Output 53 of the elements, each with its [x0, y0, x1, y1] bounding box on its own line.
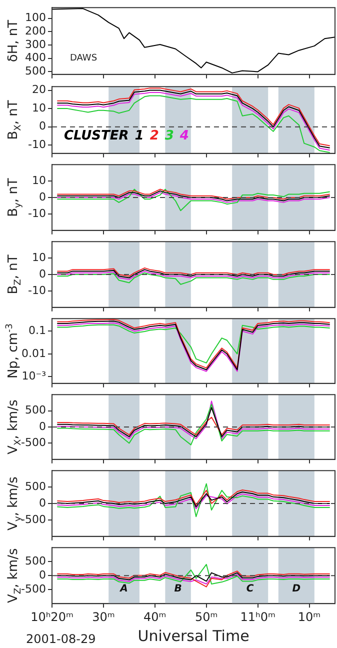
y-axis-title: Np, cm-3	[4, 323, 21, 379]
x-tick-label: 30ᵐ	[92, 610, 115, 624]
y-axis-title: By, nT	[6, 178, 24, 217]
y-axis-title: Vy, km/s	[6, 476, 24, 530]
text: 1	[134, 128, 144, 144]
y-tick-label: 0	[39, 568, 46, 582]
y-tick-label: -10	[28, 138, 46, 152]
x-tick-label: 50ᵐ	[194, 610, 218, 624]
y-tick-label: 0.01	[22, 346, 46, 360]
y-tick-label: 400	[25, 51, 46, 64]
y-tick-label: 0	[39, 267, 46, 280]
band-label: C	[246, 584, 254, 595]
y-tick-label: 0	[39, 496, 46, 510]
y-tick-label: -500	[21, 512, 46, 526]
y-axis-title: δH, nT	[6, 20, 21, 62]
annotation: DAWS	[70, 53, 98, 64]
x-tick-label: 10ᵐ	[298, 610, 321, 624]
text: 2001-08-29	[26, 632, 96, 646]
y-tick-label: 10	[32, 101, 46, 114]
x-axis-title: Universal Time	[138, 626, 250, 645]
y-tick-label: 500	[25, 480, 46, 493]
y-tick-label: 0	[39, 190, 46, 204]
y-tick-label: -10	[28, 206, 46, 220]
band-label: D	[292, 584, 301, 595]
x-tick-label: 11ʰ0ᵐ	[240, 610, 276, 624]
y-axis-title: BZ, nT	[6, 254, 24, 294]
y-tick-label: -500	[21, 436, 46, 450]
y-tick-label: 0	[39, 420, 46, 433]
legend-title: CLUSTER	[64, 128, 129, 144]
y-axis-title: VX, km/s	[6, 399, 24, 454]
band-label: A	[119, 584, 128, 595]
y-tick-label: -10	[28, 284, 46, 297]
y-tick-label: 10	[32, 250, 46, 264]
text: 3	[164, 128, 174, 144]
y-tick-label: 10⁻³	[22, 369, 46, 382]
y-tick-label: 500	[25, 554, 46, 568]
y-tick-label: 20	[32, 83, 46, 96]
y-tick-label: 500	[25, 64, 46, 78]
x-tick-label: 10ʰ20ᵐ	[30, 610, 74, 624]
y-tick-label: 200	[25, 24, 46, 38]
y-tick-label: -500	[21, 582, 46, 596]
y-tick-label: 300	[25, 38, 46, 51]
y-axis-title: BX, nT	[6, 100, 24, 140]
y-tick-label: 500	[25, 404, 46, 417]
x-tick-label: 40ᵐ	[144, 610, 166, 624]
band-label: B	[174, 584, 182, 595]
y-axis-title: VZ, km/s	[6, 548, 24, 603]
text: 4	[178, 128, 189, 144]
y-tick-label: 100	[25, 11, 46, 24]
y-tick-label: 10	[32, 174, 46, 187]
y-tick-label: 0	[39, 120, 46, 133]
text: 2	[150, 128, 159, 144]
y-tick-label: 0.1	[28, 324, 46, 338]
